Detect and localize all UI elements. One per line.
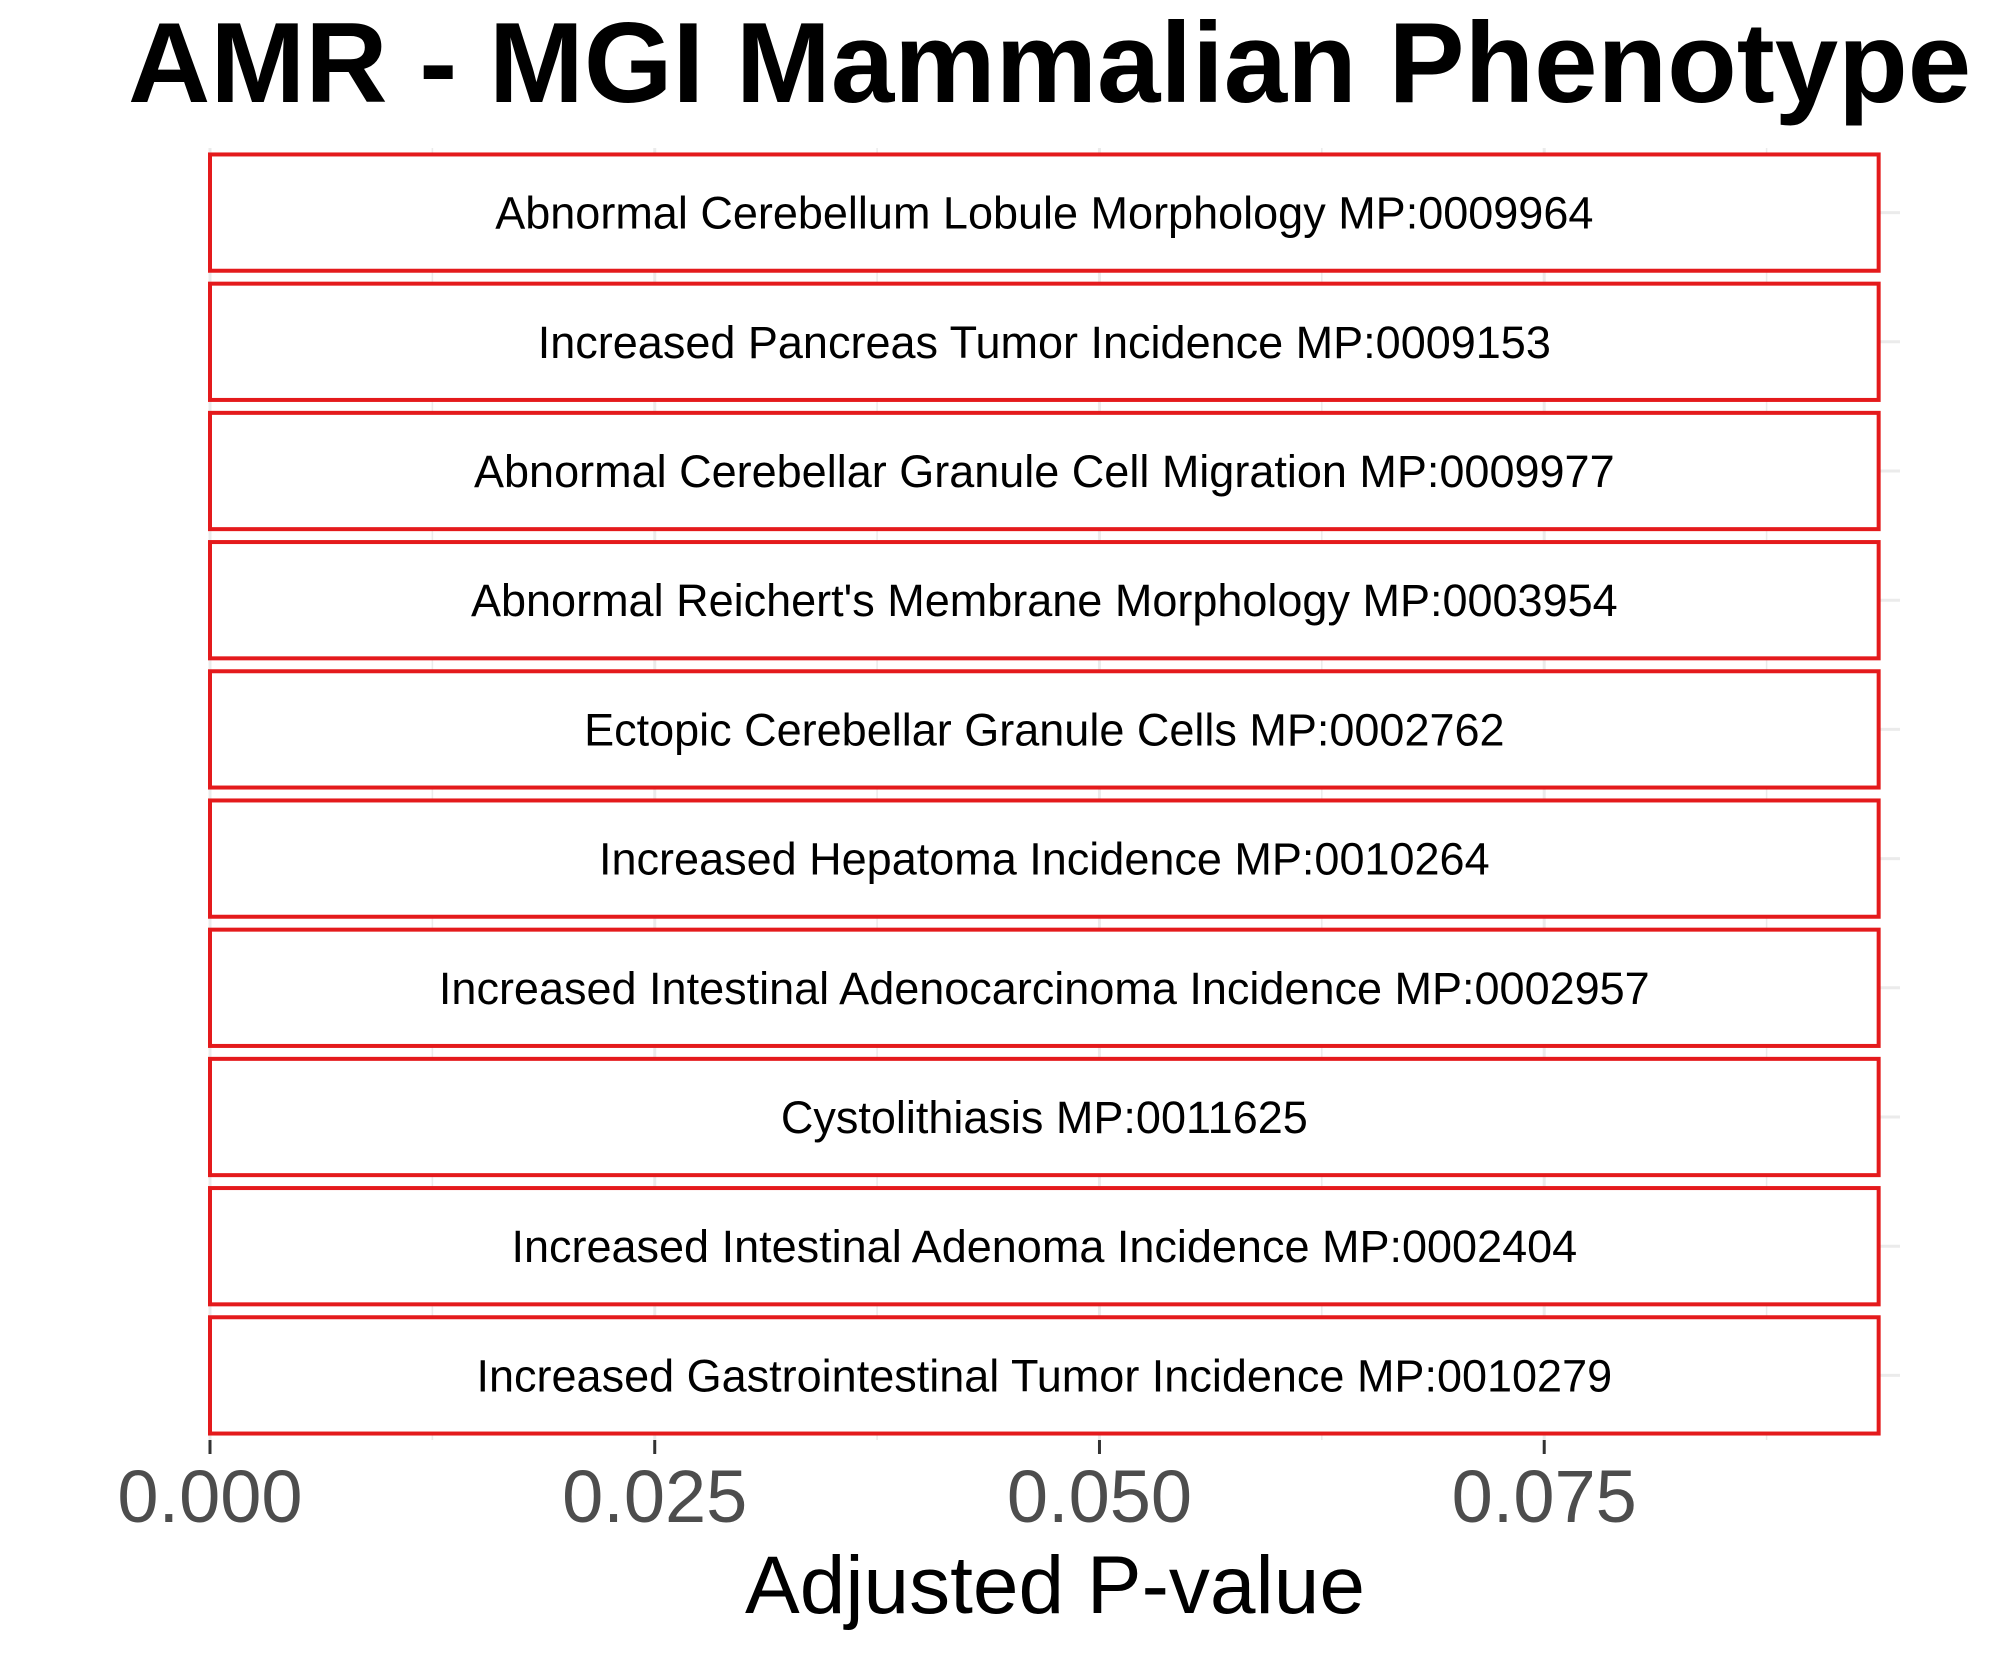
x-tick-label: 0.000 [117,1455,302,1538]
bar-label: Increased Gastrointestinal Tumor Inciden… [477,1350,1613,1401]
x-tick-label: 0.075 [1452,1455,1637,1538]
x-axis-title: Adjusted P-value [745,1540,1365,1631]
bar [208,1186,1881,1307]
bar [208,281,1881,402]
bar [208,540,1881,661]
x-axis-ticks: 0.000 0.025 0.050 0.075 [117,1440,1637,1538]
bar-label: Abnormal Cerebellum Lobule Morphology MP… [495,188,1593,239]
bar-label: Increased Hepatoma Incidence MP:0010264 [599,834,1490,885]
x-tick-label: 0.025 [562,1455,747,1538]
x-tick-label: 0.050 [1007,1455,1192,1538]
bar-labels: Abnormal Cerebellum Lobule Morphology MP… [439,188,1650,1402]
bar-label: Increased Intestinal Adenocarcinoma Inci… [439,963,1650,1014]
bar [208,798,1881,919]
bar-label: Increased Intestinal Adenoma Incidence M… [511,1221,1577,1272]
bar-label: Abnormal Reichert's Membrane Morphology … [471,575,1618,626]
chart-title: AMR - MGI Mammalian Phenotype Le [128,0,2007,127]
bar [208,927,1881,1048]
bar [208,1056,1881,1178]
bar [208,152,1881,273]
bars [208,152,1881,1436]
bar [208,669,1881,790]
bar [208,410,1881,532]
bar-label: Ectopic Cerebellar Granule Cells MP:0002… [584,704,1504,755]
bar [208,1315,1881,1436]
bar-label: Abnormal Cerebellar Granule Cell Migrati… [474,446,1615,497]
bar-label: Cystolithiasis MP:0011625 [781,1092,1308,1143]
bar-label: Increased Pancreas Tumor Incidence MP:00… [538,317,1551,368]
